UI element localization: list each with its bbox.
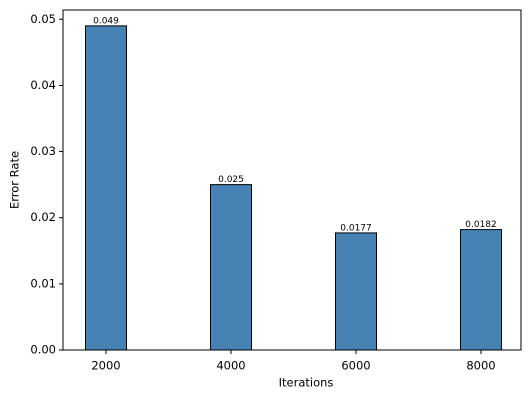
x-tick-label: 6000 — [341, 359, 370, 373]
y-tick-label: 0.01 — [30, 276, 56, 290]
y-tick-label: 0.04 — [30, 78, 56, 92]
value-label: 0.049 — [93, 16, 119, 26]
x-axis-label: Iterations — [279, 376, 334, 390]
bar — [335, 232, 377, 351]
bar — [210, 184, 252, 351]
y-axis-label: Error Rate — [8, 151, 22, 209]
value-label: 0.025 — [218, 175, 244, 185]
x-tick-label: 8000 — [466, 359, 495, 373]
y-tick-label: 0.00 — [30, 343, 56, 357]
x-tick-label: 4000 — [216, 359, 245, 373]
value-label: 0.0182 — [465, 220, 497, 230]
x-tick-label: 2000 — [91, 359, 120, 373]
value-label: 0.0177 — [340, 223, 372, 233]
y-tick-label: 0.05 — [30, 12, 56, 26]
bar — [460, 229, 502, 351]
y-tick-label: 0.03 — [30, 144, 56, 158]
y-tick-label: 0.02 — [30, 210, 56, 224]
bar — [85, 25, 127, 351]
plot-frame — [62, 9, 522, 351]
